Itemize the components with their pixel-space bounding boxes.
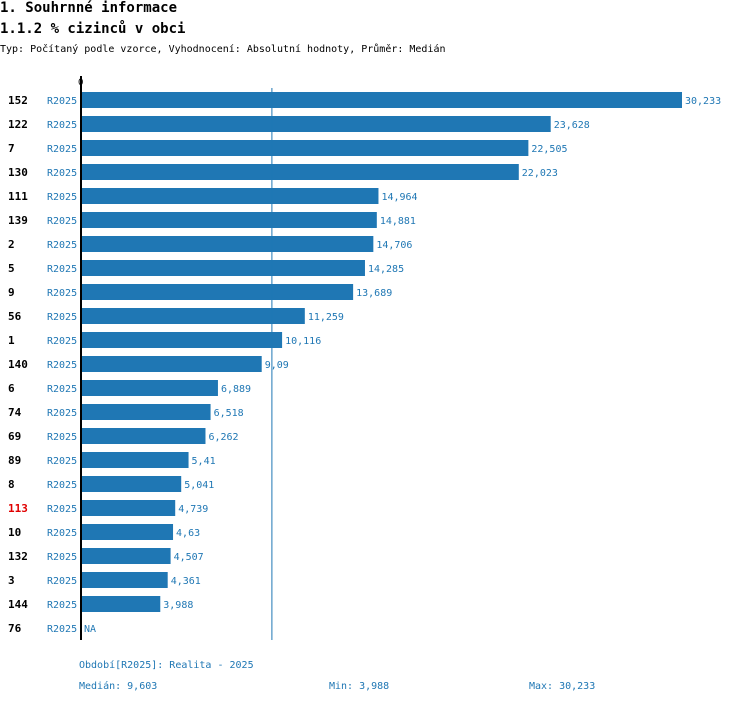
category-label: 9 bbox=[8, 286, 15, 299]
bar bbox=[81, 260, 365, 276]
period-label: R2025 bbox=[47, 288, 77, 299]
period-label: R2025 bbox=[47, 384, 77, 395]
bar bbox=[81, 164, 519, 180]
period-label: R2025 bbox=[47, 480, 77, 491]
period-label: R2025 bbox=[47, 432, 77, 443]
category-label: 56 bbox=[8, 310, 22, 323]
chart-subtitle: Typ: Počítaný podle vzorce, Vyhodnocení:… bbox=[0, 44, 446, 55]
footer-min: Min: 3,988 bbox=[329, 681, 390, 692]
value-label: 14,964 bbox=[381, 192, 417, 203]
category-label: 3 bbox=[8, 574, 15, 587]
category-label: 122 bbox=[8, 118, 28, 131]
period-label: R2025 bbox=[47, 600, 77, 611]
footer-median: Medián: 9,603 bbox=[79, 681, 158, 692]
bar bbox=[81, 212, 377, 228]
footer-period: Období[R2025]: Realita - 2025 bbox=[79, 660, 254, 671]
bar bbox=[81, 92, 682, 108]
category-label: 132 bbox=[8, 550, 28, 563]
footer-max: Max: 30,233 bbox=[529, 681, 596, 692]
category-label: 5 bbox=[8, 262, 15, 275]
category-label: 76 bbox=[8, 622, 22, 635]
bar bbox=[81, 356, 262, 372]
bar bbox=[81, 140, 529, 156]
period-label: R2025 bbox=[47, 576, 77, 587]
period-label: R2025 bbox=[47, 264, 77, 275]
bar bbox=[81, 284, 354, 300]
bar bbox=[81, 308, 305, 324]
period-label: R2025 bbox=[47, 408, 77, 419]
bar bbox=[81, 404, 211, 420]
bar bbox=[81, 380, 218, 396]
value-label: 4,63 bbox=[176, 528, 200, 539]
period-label: R2025 bbox=[47, 192, 77, 203]
value-label: 22,023 bbox=[522, 168, 558, 179]
category-label: 113 bbox=[8, 502, 28, 515]
bar bbox=[81, 500, 176, 516]
value-label: 5,041 bbox=[184, 480, 214, 491]
period-label: R2025 bbox=[47, 528, 77, 539]
value-label: 14,285 bbox=[368, 264, 404, 275]
bar bbox=[81, 596, 161, 612]
value-label: 5,41 bbox=[192, 456, 216, 467]
value-label: 4,507 bbox=[174, 552, 204, 563]
period-label: R2025 bbox=[47, 624, 77, 635]
bar bbox=[81, 332, 283, 348]
category-label: 10 bbox=[8, 526, 21, 539]
period-label: R2025 bbox=[47, 336, 77, 347]
period-label: R2025 bbox=[47, 240, 77, 251]
value-label: 10,116 bbox=[285, 336, 321, 347]
category-label: 144 bbox=[8, 598, 28, 611]
value-label: 30,233 bbox=[685, 96, 721, 107]
value-label: 13,689 bbox=[356, 288, 392, 299]
period-label: R2025 bbox=[47, 504, 77, 515]
category-label: 111 bbox=[8, 190, 28, 203]
value-label: 9,09 bbox=[265, 360, 289, 371]
category-label: 130 bbox=[8, 166, 28, 179]
category-label: 69 bbox=[8, 430, 21, 443]
period-label: R2025 bbox=[47, 312, 77, 323]
category-label: 8 bbox=[8, 478, 15, 491]
category-label: 1 bbox=[8, 334, 15, 347]
category-label: 7 bbox=[8, 142, 15, 155]
bar bbox=[81, 476, 182, 492]
value-label: 6,262 bbox=[208, 432, 238, 443]
chart-title: 1.1.2 % cizinců v obci bbox=[0, 21, 186, 37]
value-label: 22,505 bbox=[531, 144, 567, 155]
value-label: 4,739 bbox=[178, 504, 208, 515]
period-label: R2025 bbox=[47, 144, 77, 155]
period-label: R2025 bbox=[47, 216, 77, 227]
value-label: 23,628 bbox=[554, 120, 590, 131]
bar bbox=[81, 452, 189, 468]
bar bbox=[81, 548, 171, 564]
value-label: 6,889 bbox=[221, 384, 251, 395]
period-label: R2025 bbox=[47, 168, 77, 179]
period-label: R2025 bbox=[47, 96, 77, 107]
value-label: 14,706 bbox=[376, 240, 412, 251]
bar bbox=[81, 524, 174, 540]
period-label: R2025 bbox=[47, 360, 77, 371]
value-label: 4,361 bbox=[171, 576, 201, 587]
category-label: 139 bbox=[8, 214, 28, 227]
bar bbox=[81, 116, 551, 132]
bar bbox=[81, 188, 379, 204]
period-label: R2025 bbox=[47, 552, 77, 563]
bar bbox=[81, 236, 374, 252]
period-label: R2025 bbox=[47, 120, 77, 131]
category-label: 6 bbox=[8, 382, 15, 395]
value-label: NA bbox=[84, 624, 96, 635]
value-label: 3,988 bbox=[163, 600, 193, 611]
value-label: 6,518 bbox=[214, 408, 244, 419]
value-label: 14,881 bbox=[380, 216, 416, 227]
value-label: 11,259 bbox=[308, 312, 344, 323]
category-label: 74 bbox=[8, 406, 22, 419]
period-label: R2025 bbox=[47, 456, 77, 467]
bar bbox=[81, 572, 168, 588]
category-label: 152 bbox=[8, 94, 28, 107]
category-label: 89 bbox=[8, 454, 21, 467]
bar bbox=[81, 428, 206, 444]
category-label: 2 bbox=[8, 238, 15, 251]
section-title: 1. Souhrnné informace bbox=[0, 0, 178, 16]
category-label: 140 bbox=[8, 358, 28, 371]
